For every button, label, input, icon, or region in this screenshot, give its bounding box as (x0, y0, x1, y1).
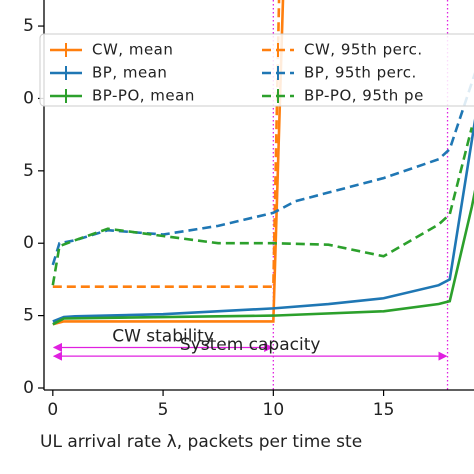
y-tick-label: 0 (23, 233, 34, 253)
plot-area (51, 0, 474, 390)
series-line (51, 72, 474, 266)
y-tick-label: 5 (23, 16, 34, 36)
x-tick-label: 15 (373, 400, 395, 420)
y-tick-label: 5 (23, 161, 34, 181)
x-tick-label: 10 (263, 400, 285, 420)
y-tick-label: 0 (23, 378, 34, 398)
legend-label: CW, mean (92, 41, 173, 59)
legend-label: CW, 95th perc. (304, 41, 423, 59)
legend-label: BP-PO, mean (92, 87, 195, 105)
series-line (52, 118, 474, 323)
legend-label: BP, mean (92, 64, 167, 82)
series-line (52, 0, 285, 326)
y-tick-label: 0 (23, 88, 34, 108)
series-line (52, 189, 474, 326)
series-line (51, 127, 474, 286)
annotation-text: System capacity (180, 335, 321, 355)
y-tick-label: 5 (23, 306, 34, 326)
annotation-text: CW stability (112, 326, 214, 346)
legend-label: BP, 95th perc. (304, 64, 417, 82)
legend-label: BP-PO, 95th pe (304, 87, 424, 105)
x-tick-label: 0 (47, 400, 58, 420)
x-axis-label: UL arrival rate λ, packets per time ste (40, 432, 362, 452)
x-tick-label: 5 (158, 400, 169, 420)
legend: CW, mean BP, mean BP-PO, mean CW, 95th perc… (39, 33, 474, 107)
legend-box (39, 33, 474, 107)
